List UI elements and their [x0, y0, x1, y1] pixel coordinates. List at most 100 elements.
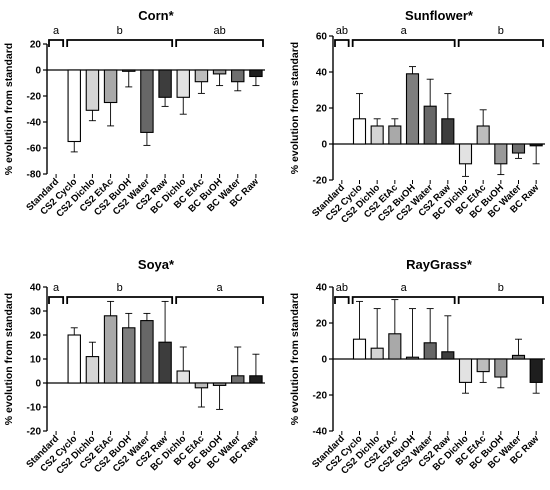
- bar-cs2-raw: [441, 351, 455, 360]
- bar-cs2-buoh: [405, 356, 420, 360]
- bar-cs2-water: [423, 105, 437, 145]
- y-tick-label: 40: [316, 283, 328, 294]
- bar-cs2-water: [140, 69, 154, 133]
- chart-title: Sunflower*: [405, 8, 474, 23]
- y-tick-label: -20: [313, 176, 328, 187]
- bar-bc-etac: [476, 358, 490, 373]
- bar-bc-raw: [529, 358, 543, 383]
- group-label: b: [117, 282, 123, 294]
- y-tick-label: -20: [27, 92, 42, 103]
- bar-bc-water: [231, 375, 245, 384]
- bar-cs2-buoh: [122, 69, 136, 72]
- y-tick-label: 0: [35, 66, 41, 77]
- bar-cs2-raw: [158, 69, 172, 98]
- group-label: b: [117, 25, 123, 37]
- bar-bc-buoh: [494, 143, 508, 165]
- bar-bc-raw: [249, 375, 263, 384]
- y-tick-label: 20: [30, 40, 42, 51]
- group-label: ab: [336, 25, 348, 37]
- group-bracket: [175, 296, 264, 304]
- bar-cs2-dichlo: [370, 347, 384, 360]
- bar-cs2-raw: [158, 341, 172, 384]
- y-tick-label: -20: [313, 391, 328, 402]
- group-bracket: [48, 296, 65, 304]
- bar-bc-buoh: [494, 358, 508, 378]
- group-label: a: [53, 282, 60, 294]
- group-bracket: [175, 39, 264, 47]
- y-axis-label: % evolution from standard: [3, 43, 15, 175]
- chart-panel-3: Soya* % evolution from standard -20 -10 0 10 2…: [3, 257, 265, 477]
- y-axis-label: % evolution from standard: [3, 293, 15, 425]
- y-tick-label: -10: [27, 403, 42, 414]
- group-bracket: [48, 39, 65, 47]
- y-tick-label: 20: [316, 104, 328, 115]
- y-tick-label: -40: [313, 427, 328, 438]
- bar-cs2-etac: [103, 69, 118, 104]
- group-bracket: [351, 39, 456, 47]
- chart-title: Soya*: [138, 257, 175, 272]
- bar-cs2-etac: [388, 333, 402, 360]
- bar-cs2-raw: [441, 118, 455, 145]
- bar-cs2-buoh: [405, 73, 420, 145]
- bar-bc-buoh: [212, 69, 227, 75]
- bar-bc-dichlo: [176, 370, 190, 384]
- group-bracket: [351, 296, 456, 304]
- group-label: a: [401, 25, 408, 37]
- group-bracket: [457, 39, 544, 47]
- bar-cs2-cyclo: [67, 69, 81, 143]
- bar-bc-etac: [194, 69, 209, 83]
- bar-cs2-dichlo: [85, 69, 100, 111]
- group-label: a: [217, 282, 224, 294]
- y-tick-label: -20: [27, 427, 42, 438]
- bar-cs2-buoh: [122, 327, 136, 384]
- group-label: a: [53, 25, 60, 37]
- chart-title: Corn*: [138, 8, 174, 23]
- bar-cs2-dichlo: [85, 356, 100, 384]
- y-tick-label: 0: [35, 379, 41, 390]
- group-label: b: [498, 282, 504, 294]
- y-tick-label: -40: [27, 118, 42, 129]
- y-tick-label: 0: [321, 140, 327, 151]
- y-tick-label: 60: [316, 32, 328, 43]
- y-tick-label: -60: [27, 144, 42, 155]
- bar-bc-buoh: [212, 382, 227, 386]
- group-label: ab: [336, 282, 348, 294]
- bar-bc-etac: [194, 382, 209, 389]
- bar-bc-dichlo: [458, 143, 473, 165]
- bar-cs2-water: [423, 342, 437, 360]
- y-tick-label: 20: [316, 319, 328, 330]
- group-label: a: [401, 282, 408, 294]
- bar-bc-raw: [529, 143, 543, 147]
- bar-cs2-cyclo: [67, 334, 81, 384]
- group-bracket: [334, 296, 350, 304]
- y-tick-label: 40: [316, 68, 328, 79]
- y-tick-label: -80: [27, 170, 42, 181]
- group-bracket: [334, 39, 350, 47]
- bar-cs2-water: [140, 320, 154, 384]
- chart-panel-1: Corn* % evolution from standard -80 -60 -40 -…: [3, 8, 265, 220]
- y-tick-label: 0: [321, 355, 327, 366]
- group-bracket: [66, 39, 174, 47]
- bar-bc-raw: [249, 69, 263, 78]
- y-tick-label: 30: [30, 307, 42, 318]
- y-tick-label: 10: [30, 355, 42, 366]
- bar-cs2-etac: [103, 315, 118, 384]
- y-tick-label: 40: [30, 283, 42, 294]
- bar-bc-water: [511, 143, 526, 154]
- bar-bc-water: [231, 69, 245, 83]
- bar-bc-dichlo: [458, 358, 473, 383]
- chart-title: RayGrass*: [406, 257, 473, 272]
- bar-bc-water: [511, 354, 526, 360]
- chart-panel-4: RayGrass* % evolution from standard -40 -20…: [289, 257, 545, 477]
- group-bracket: [457, 296, 544, 304]
- bar-cs2-cyclo: [352, 118, 367, 145]
- y-axis-label: % evolution from standard: [289, 42, 301, 174]
- bar-cs2-cyclo: [352, 338, 367, 360]
- bar-cs2-etac: [388, 125, 402, 145]
- chart-panel-2: Sunflower* % evolution from standard -20 0 2…: [289, 8, 545, 226]
- bar-bc-dichlo: [176, 69, 190, 98]
- y-axis-label: % evolution from standard: [289, 293, 301, 425]
- bar-cs2-dichlo: [370, 125, 384, 145]
- bar-bc-etac: [476, 125, 490, 145]
- group-bracket: [66, 296, 174, 304]
